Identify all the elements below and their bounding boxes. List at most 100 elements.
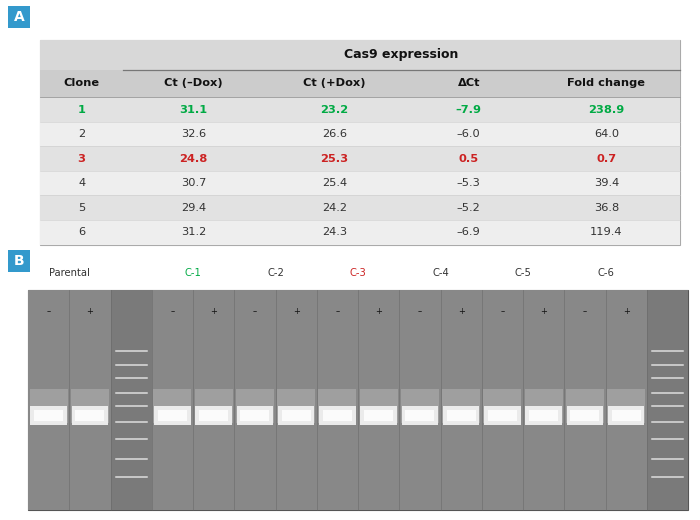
Bar xyxy=(277,389,315,423)
Text: Cas9 expression: Cas9 expression xyxy=(344,48,458,61)
Bar xyxy=(40,97,680,122)
Text: 29.4: 29.4 xyxy=(181,203,206,213)
Text: Parental: Parental xyxy=(49,268,90,278)
Text: 36.8: 36.8 xyxy=(594,203,619,213)
Bar xyxy=(401,389,439,423)
Bar xyxy=(318,389,356,423)
Text: –: – xyxy=(582,307,587,316)
Text: 31.2: 31.2 xyxy=(181,227,206,237)
Bar xyxy=(440,290,482,510)
Bar xyxy=(276,290,316,510)
Bar xyxy=(153,389,191,423)
Bar xyxy=(158,410,187,421)
Bar xyxy=(71,389,109,423)
Bar xyxy=(523,290,564,510)
Bar xyxy=(40,220,680,244)
Bar xyxy=(607,389,645,423)
Text: 23.2: 23.2 xyxy=(321,105,349,114)
Text: 1: 1 xyxy=(78,105,85,114)
Bar xyxy=(195,406,232,425)
Text: Clone: Clone xyxy=(64,79,99,88)
Bar xyxy=(566,389,604,423)
Bar xyxy=(482,290,523,510)
Text: 24.2: 24.2 xyxy=(322,203,347,213)
Text: +: + xyxy=(293,307,300,316)
Text: 6: 6 xyxy=(78,227,85,237)
Bar xyxy=(360,406,397,425)
Bar xyxy=(111,290,152,510)
Bar xyxy=(8,6,30,28)
Bar xyxy=(399,290,440,510)
Text: C-3: C-3 xyxy=(349,268,366,278)
Bar xyxy=(76,410,104,421)
Bar xyxy=(364,410,393,421)
Text: 0.7: 0.7 xyxy=(596,153,617,164)
Text: C-5: C-5 xyxy=(514,268,531,278)
Text: 0.5: 0.5 xyxy=(458,153,479,164)
Bar xyxy=(608,406,644,425)
Bar xyxy=(564,290,606,510)
Bar xyxy=(358,290,399,510)
Bar xyxy=(40,122,680,146)
Bar xyxy=(402,406,438,425)
Bar xyxy=(360,389,398,423)
Bar xyxy=(40,196,680,220)
Text: C-6: C-6 xyxy=(597,268,614,278)
Bar xyxy=(612,410,640,421)
Bar xyxy=(525,389,563,423)
Text: –7.9: –7.9 xyxy=(456,105,482,114)
Bar xyxy=(484,389,522,423)
Text: 5: 5 xyxy=(78,203,85,213)
Bar xyxy=(199,410,228,421)
Text: 2: 2 xyxy=(78,129,85,139)
Bar xyxy=(28,290,688,510)
Bar xyxy=(647,290,688,510)
Bar xyxy=(323,410,352,421)
Bar xyxy=(28,290,69,510)
Text: 24.8: 24.8 xyxy=(179,153,208,164)
Text: 64.0: 64.0 xyxy=(594,129,619,139)
Bar xyxy=(570,410,599,421)
Bar xyxy=(195,389,232,423)
Text: –6.0: –6.0 xyxy=(457,129,481,139)
Bar xyxy=(40,171,680,196)
Text: ΔCt: ΔCt xyxy=(458,79,480,88)
Text: 39.4: 39.4 xyxy=(594,178,619,188)
Bar xyxy=(405,410,435,421)
Text: Fold change: Fold change xyxy=(568,79,645,88)
Text: 25.4: 25.4 xyxy=(322,178,347,188)
Text: 4: 4 xyxy=(78,178,85,188)
Text: 30.7: 30.7 xyxy=(181,178,206,188)
Text: +: + xyxy=(375,307,382,316)
Text: C-2: C-2 xyxy=(267,268,284,278)
Bar xyxy=(40,70,680,97)
Bar xyxy=(443,406,480,425)
Bar xyxy=(29,389,68,423)
Text: 32.6: 32.6 xyxy=(181,129,206,139)
Text: +: + xyxy=(86,307,93,316)
Text: –6.9: –6.9 xyxy=(457,227,481,237)
Text: B: B xyxy=(14,254,24,268)
Text: +: + xyxy=(210,307,217,316)
Text: Ct (–Dox): Ct (–Dox) xyxy=(164,79,223,88)
Bar xyxy=(447,410,475,421)
Bar xyxy=(8,250,30,271)
Text: 24.3: 24.3 xyxy=(322,227,347,237)
Bar xyxy=(234,290,276,510)
Bar xyxy=(567,406,603,425)
Text: +: + xyxy=(458,307,465,316)
Text: 31.1: 31.1 xyxy=(179,105,208,114)
Text: 26.6: 26.6 xyxy=(322,129,347,139)
Bar xyxy=(154,406,190,425)
Text: +: + xyxy=(540,307,547,316)
Bar xyxy=(484,406,521,425)
Bar xyxy=(529,410,558,421)
Bar xyxy=(237,406,273,425)
Text: –: – xyxy=(253,307,257,316)
Bar xyxy=(606,290,647,510)
Bar xyxy=(40,40,680,244)
Text: –5.3: –5.3 xyxy=(457,178,481,188)
Text: C-4: C-4 xyxy=(432,268,449,278)
Bar xyxy=(236,389,274,423)
Text: –5.2: –5.2 xyxy=(457,203,481,213)
